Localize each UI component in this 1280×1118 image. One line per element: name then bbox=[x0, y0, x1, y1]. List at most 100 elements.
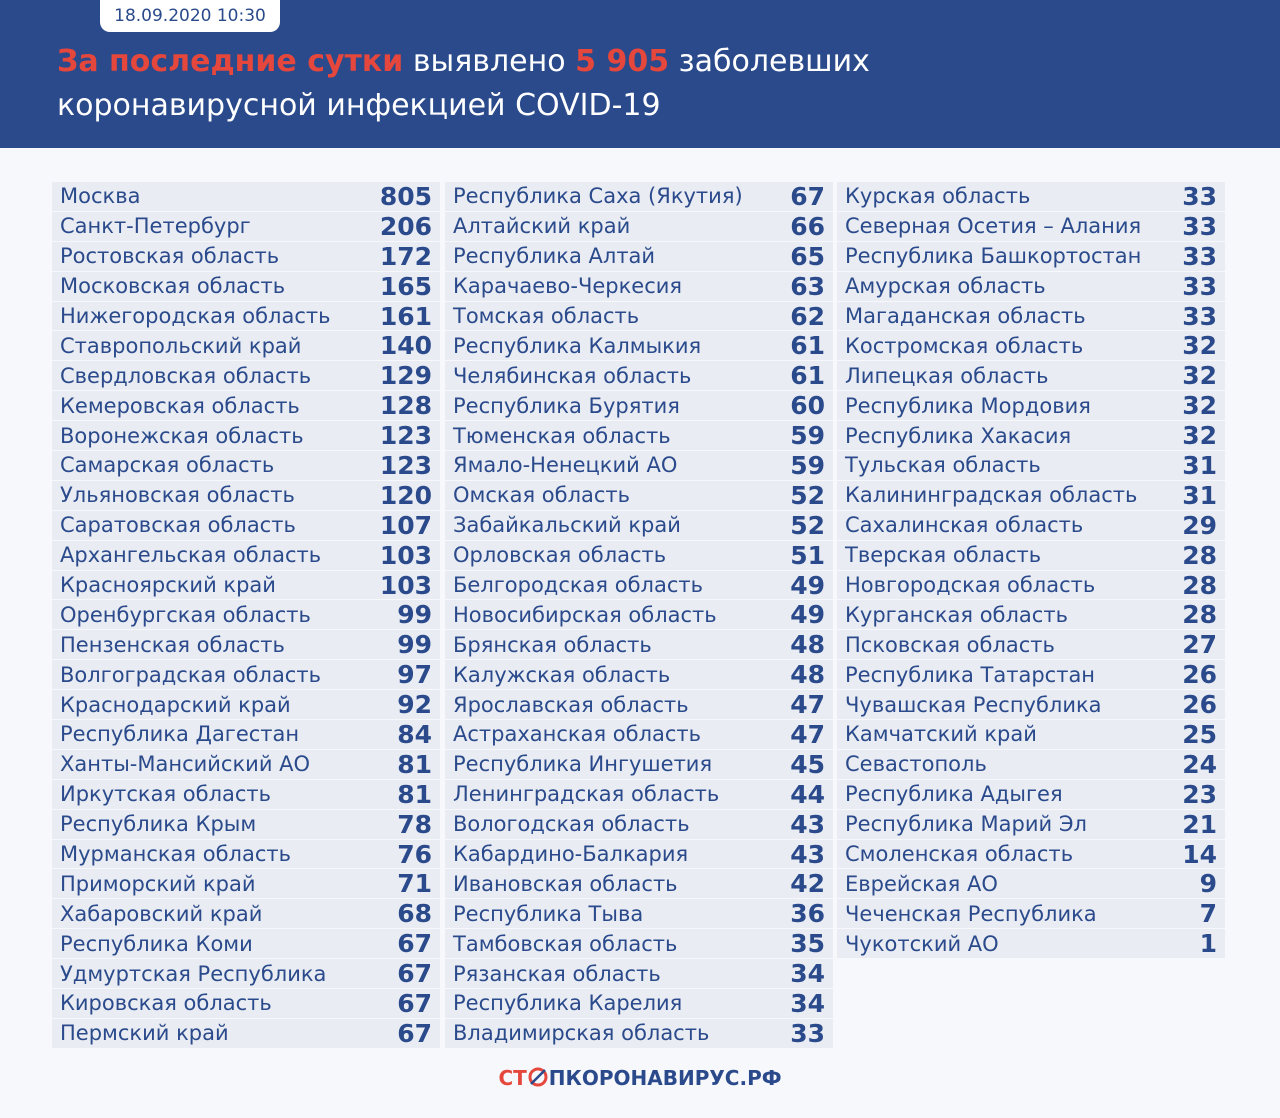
region-name: Ульяновская область bbox=[60, 483, 295, 508]
table-row: Ростовская область 172 bbox=[52, 242, 440, 271]
region-name: Владимирская область bbox=[453, 1021, 710, 1046]
region-name: Краснодарский край bbox=[60, 692, 291, 717]
table-row: Тверская область 28 bbox=[837, 541, 1225, 570]
table-row: Еврейская АО 9 bbox=[837, 869, 1225, 898]
table-row: Республика Алтай 65 bbox=[445, 242, 833, 271]
header: 18.09.2020 10:30 За последние сутки выяв… bbox=[0, 0, 1280, 148]
case-count: 71 bbox=[397, 869, 432, 899]
case-count: 67 bbox=[397, 959, 432, 989]
table-row: Республика Саха (Якутия) 67 bbox=[445, 182, 833, 211]
title-text: выявлено bbox=[412, 44, 566, 79]
table-row: Тюменская область 59 bbox=[445, 421, 833, 450]
table-row: Брянская область 48 bbox=[445, 630, 833, 659]
table-row: Северная Осетия – Алания 33 bbox=[837, 212, 1225, 241]
case-count: 31 bbox=[1182, 450, 1217, 480]
table-row: Республика Крым 78 bbox=[52, 810, 440, 839]
region-name: Республика Коми bbox=[60, 931, 253, 956]
table-row: Республика Ингушетия 45 bbox=[445, 750, 833, 779]
table-row: Рязанская область 34 bbox=[445, 959, 833, 988]
date: 18.09.2020 10:30 bbox=[100, 0, 280, 32]
region-name: Амурская область bbox=[845, 274, 1046, 299]
case-count: 1 bbox=[1199, 929, 1217, 959]
region-name: Санкт-Петербург bbox=[60, 214, 251, 239]
table-row: Москва 805 bbox=[52, 182, 440, 211]
table-row: Тамбовская область 35 bbox=[445, 929, 833, 958]
table-row: Приморский край 71 bbox=[52, 869, 440, 898]
case-count: 67 bbox=[397, 989, 432, 1018]
case-count: 47 bbox=[790, 690, 825, 720]
table-row: Архангельская область 103 bbox=[52, 541, 440, 570]
case-count: 52 bbox=[790, 480, 825, 510]
table-row: Сахалинская область 29 bbox=[837, 511, 1225, 540]
table-row: Ямало-Ненецкий АО 59 bbox=[445, 451, 833, 480]
region-name: Омская область bbox=[453, 483, 631, 508]
case-count: 805 bbox=[379, 181, 432, 211]
case-count: 25 bbox=[1182, 719, 1217, 749]
case-count: 48 bbox=[790, 660, 825, 690]
region-name: Республика Татарстан bbox=[845, 662, 1096, 687]
region-name: Тульская область bbox=[845, 453, 1041, 478]
logo-text: ПКОРОНАВИРУС.РФ bbox=[548, 1066, 782, 1090]
table-row: Республика Калмыкия 61 bbox=[445, 331, 833, 360]
region-name: Ростовская область bbox=[60, 244, 280, 269]
table-row: Санкт-Петербург 206 bbox=[52, 212, 440, 241]
table-row: Самарская область 123 bbox=[52, 451, 440, 480]
case-count: 33 bbox=[790, 1018, 825, 1048]
table-row: Ульяновская область 120 bbox=[52, 481, 440, 510]
case-count: 78 bbox=[397, 809, 432, 839]
case-count: 206 bbox=[379, 211, 432, 241]
case-count: 76 bbox=[397, 839, 432, 869]
case-count: 45 bbox=[790, 749, 825, 779]
region-name: Красноярский край bbox=[60, 573, 276, 598]
table-row: Красноярский край 103 bbox=[52, 571, 440, 600]
case-count: 32 bbox=[1182, 361, 1217, 391]
table-row: Оренбургская область 99 bbox=[52, 600, 440, 629]
region-name: Кабардино-Балкария bbox=[453, 842, 689, 867]
table-row: Ленинградская область 44 bbox=[445, 780, 833, 809]
table-row: Ивановская область 42 bbox=[445, 869, 833, 898]
region-name: Еврейская АО bbox=[845, 871, 998, 896]
table-row: Свердловская область 129 bbox=[52, 361, 440, 390]
case-count: 48 bbox=[790, 630, 825, 660]
table-column: Москва 805 Санкт-Петербург 206 Ростовская об… bbox=[52, 182, 440, 1049]
region-name: Самарская область bbox=[60, 453, 275, 478]
case-count: 129 bbox=[379, 361, 432, 391]
table-row: Хабаровский край 68 bbox=[52, 899, 440, 928]
table-row: Владимирская область 33 bbox=[445, 1019, 833, 1048]
table-row: Республика Коми 67 bbox=[52, 929, 440, 958]
case-count: 47 bbox=[790, 719, 825, 749]
region-name: Республика Ингушетия bbox=[453, 752, 713, 777]
region-name: Ярославская область bbox=[453, 692, 689, 717]
region-name: Орловская область bbox=[453, 543, 667, 568]
case-count: 7 bbox=[1199, 899, 1217, 929]
table-row: Калужская область 48 bbox=[445, 660, 833, 689]
case-count: 43 bbox=[790, 839, 825, 869]
case-count: 44 bbox=[790, 779, 825, 809]
region-name: Республика Марий Эл bbox=[845, 812, 1087, 837]
table-row: Калининградская область 31 bbox=[837, 481, 1225, 510]
region-name: Магаданская область bbox=[845, 304, 1086, 328]
table-row: Воронежская область 123 bbox=[52, 421, 440, 450]
table-row: Тульская область 31 bbox=[837, 451, 1225, 480]
region-name: Республика Адыгея bbox=[845, 782, 1063, 807]
case-count: 9 bbox=[1199, 869, 1217, 899]
region-name: Смоленская область bbox=[845, 842, 1074, 867]
case-count: 61 bbox=[790, 361, 825, 391]
table-row: Севастополь 24 bbox=[837, 750, 1225, 779]
table-row: Республика Татарстан 26 bbox=[837, 660, 1225, 689]
case-count: 84 bbox=[397, 719, 432, 749]
case-count: 33 bbox=[1182, 181, 1217, 211]
title-number: 5 905 bbox=[575, 44, 670, 79]
table-row: Республика Адыгея 23 bbox=[837, 780, 1225, 809]
case-count: 59 bbox=[790, 421, 825, 451]
region-name: Рязанская область bbox=[453, 961, 661, 986]
table-row: Забайкальский край 52 bbox=[445, 511, 833, 540]
table-row: Пензенская область 99 bbox=[52, 630, 440, 659]
table-row: Карачаево-Черкесия 63 bbox=[445, 272, 833, 301]
table-row: Псковская область 27 bbox=[837, 630, 1225, 659]
table-row: Алтайский край 66 bbox=[445, 212, 833, 241]
title: За последние сутки выявлено 5 905 заболе… bbox=[57, 40, 957, 128]
region-name: Чукотский АО bbox=[845, 931, 999, 956]
table-row: Республика Бурятия 60 bbox=[445, 391, 833, 420]
